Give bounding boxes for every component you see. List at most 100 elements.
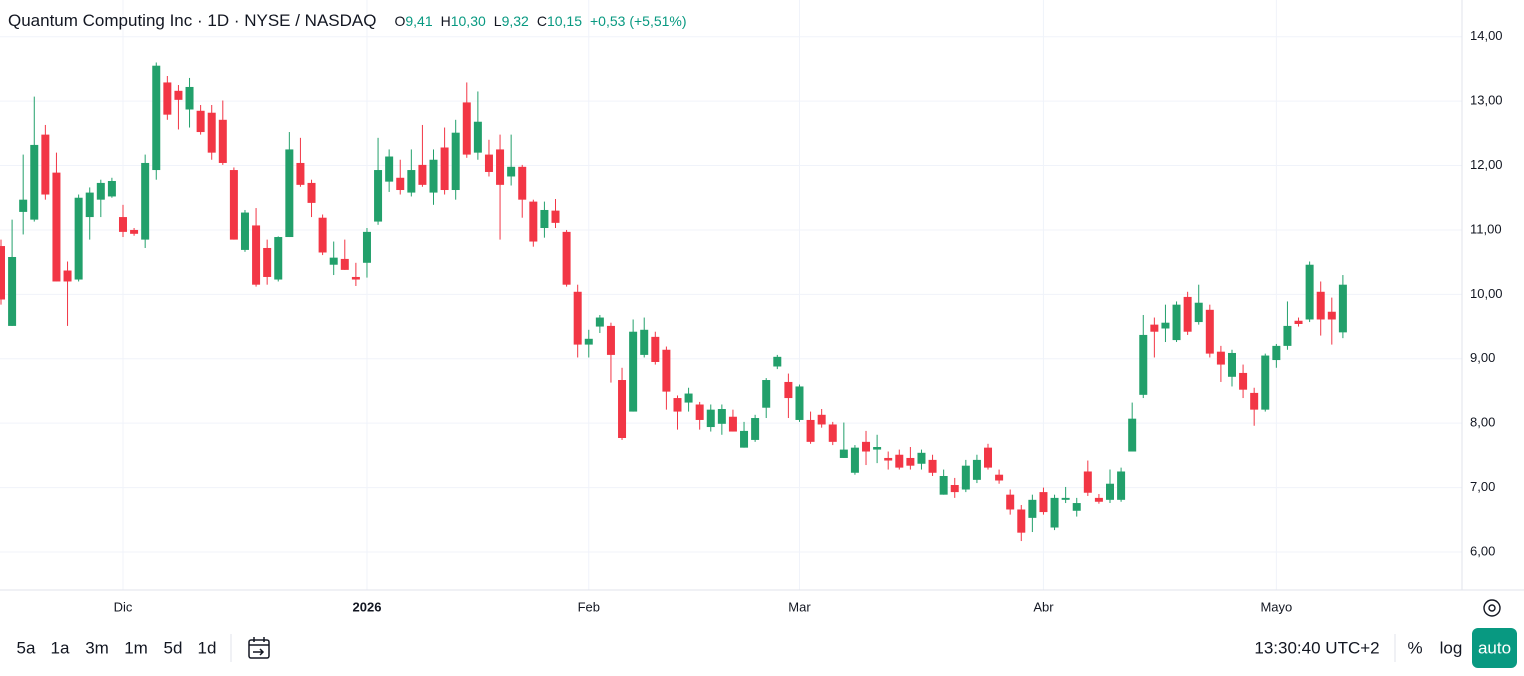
candle-body xyxy=(762,380,771,408)
candle-body xyxy=(340,258,349,270)
y-tick-label: 12,00 xyxy=(1470,157,1503,172)
candle-body xyxy=(673,398,682,412)
candle-body xyxy=(429,159,438,193)
auto-toggle[interactable]: auto xyxy=(1478,638,1511,657)
candle-body xyxy=(396,177,405,191)
candle-body xyxy=(828,424,837,442)
candle-body xyxy=(817,414,826,425)
ohlc-key: C xyxy=(536,13,547,29)
range-button[interactable]: 5a xyxy=(17,638,36,657)
candle-body xyxy=(839,449,848,458)
candle-body xyxy=(1338,284,1347,333)
candle-body xyxy=(1250,392,1259,410)
candle-body xyxy=(1172,304,1181,341)
candle-body xyxy=(163,82,172,115)
candle-body xyxy=(329,257,338,265)
candle-body xyxy=(1128,418,1137,452)
candle-body xyxy=(473,121,482,153)
axes-layer: 6,00 7,00 8,00 9,00 10,00 11,00 12,00 13,00 14,0… xyxy=(114,28,1503,614)
symbol-title: Quantum Computing Inc · 1D · NYSE / NASD… xyxy=(8,11,377,30)
auto-button[interactable] xyxy=(1472,628,1517,668)
candle-body xyxy=(74,197,83,280)
candle-body xyxy=(784,381,793,399)
candle-body xyxy=(961,465,970,490)
clock: 13:30:40 UTC+2 xyxy=(1254,638,1379,657)
candle-body xyxy=(1227,352,1236,377)
candle-body xyxy=(850,447,859,473)
candle-body xyxy=(728,416,737,432)
candle-body xyxy=(928,459,937,473)
candle-body xyxy=(274,237,283,280)
range-button[interactable]: 1d xyxy=(198,638,217,657)
candle-body xyxy=(52,172,61,282)
candle-body xyxy=(1305,264,1314,320)
x-tick-label: Mar xyxy=(788,599,811,614)
y-tick-label: 8,00 xyxy=(1470,415,1495,430)
candle-body xyxy=(407,170,416,193)
candle-body xyxy=(795,386,804,420)
ohlc-key: H xyxy=(440,13,451,29)
candle-body xyxy=(573,291,582,345)
candle-body xyxy=(496,149,505,185)
candle-body xyxy=(451,132,460,191)
percent-toggle[interactable]: % xyxy=(1407,638,1422,657)
y-tick-label: 10,00 xyxy=(1470,286,1503,301)
candle-body xyxy=(595,317,604,327)
candle-body xyxy=(1094,497,1103,502)
candle-body xyxy=(141,162,150,240)
range-button[interactable]: 1a xyxy=(51,638,70,657)
candle-body xyxy=(507,166,516,177)
log-toggle[interactable]: log xyxy=(1440,638,1463,657)
ohlc-key: O xyxy=(394,13,406,29)
candle-body xyxy=(462,102,471,155)
settings-icon[interactable] xyxy=(1483,599,1501,617)
candle-body xyxy=(906,457,915,466)
calendar-icon[interactable] xyxy=(248,637,270,659)
grid-layer xyxy=(0,0,1462,590)
candle-body xyxy=(740,430,749,448)
candle-body xyxy=(41,134,50,195)
candle-body xyxy=(207,112,216,153)
ohlc-value: 10,15 xyxy=(546,13,582,29)
ohlc-value: 9,41 xyxy=(405,13,433,29)
range-button[interactable]: 5d xyxy=(164,638,183,657)
candle-body xyxy=(751,418,760,440)
settings-core xyxy=(1488,604,1496,612)
candle-body xyxy=(1272,345,1281,361)
candle-body xyxy=(773,356,782,367)
x-tick-label: 2026 xyxy=(353,599,382,614)
x-tick-label: Dic xyxy=(114,599,133,614)
candle-body xyxy=(1117,471,1126,500)
candle-body xyxy=(862,441,871,452)
candle-body xyxy=(1106,483,1114,500)
range-button[interactable]: 1m xyxy=(124,638,148,657)
candle-body xyxy=(8,256,17,326)
candle-body xyxy=(1261,355,1270,410)
x-tick-label: Abr xyxy=(1033,599,1054,614)
candle-body xyxy=(240,212,249,250)
candle-body xyxy=(130,229,139,234)
candle-body xyxy=(174,90,183,100)
candle-body xyxy=(1194,302,1203,323)
candle-body xyxy=(540,209,549,229)
candle-body xyxy=(1039,492,1048,513)
settings-ring xyxy=(1483,599,1501,617)
candle-body xyxy=(362,231,371,263)
calendar-arrow xyxy=(253,648,265,656)
candle-body xyxy=(706,409,715,428)
candle-body xyxy=(418,164,427,185)
candle-body xyxy=(1216,351,1225,365)
ohlc-key: L xyxy=(493,13,502,29)
candle-body xyxy=(1139,334,1148,395)
y-tick-label: 6,00 xyxy=(1470,543,1495,558)
candle-body xyxy=(85,192,94,218)
candle-body xyxy=(1161,322,1170,329)
candle-body xyxy=(684,393,693,403)
candle-body xyxy=(1072,503,1081,511)
candle-body xyxy=(895,454,904,468)
candle-body xyxy=(562,231,571,285)
candle-body xyxy=(185,86,194,110)
range-button[interactable]: 3m xyxy=(85,638,109,657)
candle-body xyxy=(995,474,1004,481)
